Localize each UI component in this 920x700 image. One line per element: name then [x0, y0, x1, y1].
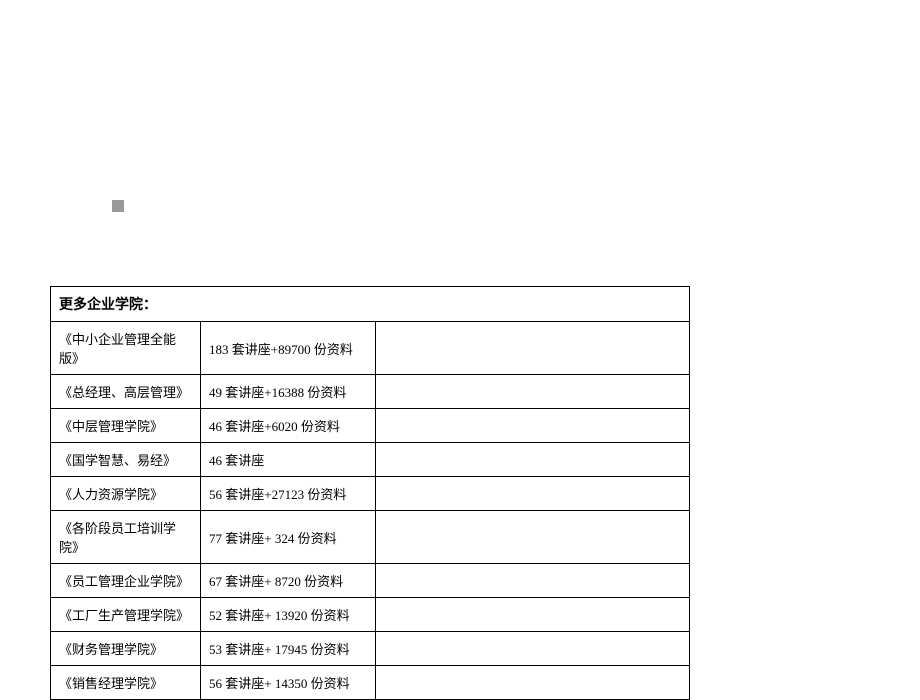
empty-cell — [376, 477, 690, 511]
institute-detail: 183 套讲座+89700 份资料 — [201, 322, 376, 375]
institute-name: 《国学智慧、易经》 — [51, 443, 201, 477]
institute-detail: 77 套讲座+ 324 份资料 — [201, 511, 376, 564]
institute-detail: 52 套讲座+ 13920 份资料 — [201, 598, 376, 632]
institute-detail: 49 套讲座+16388 份资料 — [201, 375, 376, 409]
table-row: 《人力资源学院》 56 套讲座+27123 份资料 — [51, 477, 690, 511]
institute-name: 《中层管理学院》 — [51, 409, 201, 443]
empty-cell — [376, 375, 690, 409]
institute-table-container: 更多企业学院： 《中小企业管理全能版》 183 套讲座+89700 份资料 《总… — [50, 286, 690, 700]
table-header-row: 更多企业学院： — [51, 287, 690, 322]
institute-name: 《各阶段员工培训学院》 — [51, 511, 201, 564]
empty-cell — [376, 409, 690, 443]
empty-cell — [376, 443, 690, 477]
institute-name: 《总经理、高层管理》 — [51, 375, 201, 409]
institute-name: 《销售经理学院》 — [51, 666, 201, 700]
institute-name: 《员工管理企业学院》 — [51, 564, 201, 598]
institute-name: 《中小企业管理全能版》 — [51, 322, 201, 375]
table-row: 《销售经理学院》 56 套讲座+ 14350 份资料 — [51, 666, 690, 700]
institute-detail: 56 套讲座+ 14350 份资料 — [201, 666, 376, 700]
table-header: 更多企业学院： — [51, 287, 690, 322]
empty-cell — [376, 511, 690, 564]
institute-name: 《人力资源学院》 — [51, 477, 201, 511]
institute-name: 《财务管理学院》 — [51, 632, 201, 666]
decorative-square — [112, 200, 124, 212]
institute-name: 《工厂生产管理学院》 — [51, 598, 201, 632]
empty-cell — [376, 564, 690, 598]
table-row: 《中层管理学院》 46 套讲座+6020 份资料 — [51, 409, 690, 443]
empty-cell — [376, 666, 690, 700]
institute-table: 更多企业学院： 《中小企业管理全能版》 183 套讲座+89700 份资料 《总… — [50, 286, 690, 700]
empty-cell — [376, 598, 690, 632]
institute-detail: 46 套讲座 — [201, 443, 376, 477]
table-row: 《工厂生产管理学院》 52 套讲座+ 13920 份资料 — [51, 598, 690, 632]
empty-cell — [376, 632, 690, 666]
institute-detail: 46 套讲座+6020 份资料 — [201, 409, 376, 443]
institute-detail: 56 套讲座+27123 份资料 — [201, 477, 376, 511]
table-row: 《国学智慧、易经》 46 套讲座 — [51, 443, 690, 477]
table-row: 《员工管理企业学院》 67 套讲座+ 8720 份资料 — [51, 564, 690, 598]
institute-detail: 53 套讲座+ 17945 份资料 — [201, 632, 376, 666]
empty-cell — [376, 322, 690, 375]
table-row: 《中小企业管理全能版》 183 套讲座+89700 份资料 — [51, 322, 690, 375]
table-row: 《各阶段员工培训学院》 77 套讲座+ 324 份资料 — [51, 511, 690, 564]
table-row: 《财务管理学院》 53 套讲座+ 17945 份资料 — [51, 632, 690, 666]
table-row: 《总经理、高层管理》 49 套讲座+16388 份资料 — [51, 375, 690, 409]
institute-detail: 67 套讲座+ 8720 份资料 — [201, 564, 376, 598]
